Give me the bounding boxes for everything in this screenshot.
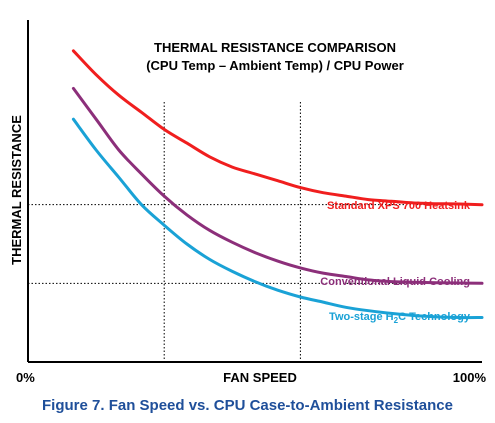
y-axis-label: THERMAL RESISTANCE: [9, 115, 24, 265]
chart-subtitle: (CPU Temp – Ambient Temp) / CPU Power: [146, 58, 404, 73]
x-tick-label-end: 100%: [453, 370, 487, 385]
series-line-liquid-cooling: [73, 88, 482, 283]
x-axis-label: FAN SPEED: [223, 370, 297, 385]
series-line-standard-heatsink: [73, 51, 482, 205]
series-label-h2c-technology: Two-stage H2C Technology: [329, 311, 471, 325]
series-label-liquid-cooling: Conventional Liquid Cooling: [320, 276, 470, 288]
chart-title: THERMAL RESISTANCE COMPARISON: [154, 40, 396, 55]
reference-lines: [28, 102, 474, 362]
figure-caption: Figure 7. Fan Speed vs. CPU Case-to-Ambi…: [0, 397, 495, 414]
series-label-standard-heatsink: Standard XPS 700 Heatsink: [327, 200, 471, 212]
x-tick-label-start: 0%: [16, 370, 35, 385]
